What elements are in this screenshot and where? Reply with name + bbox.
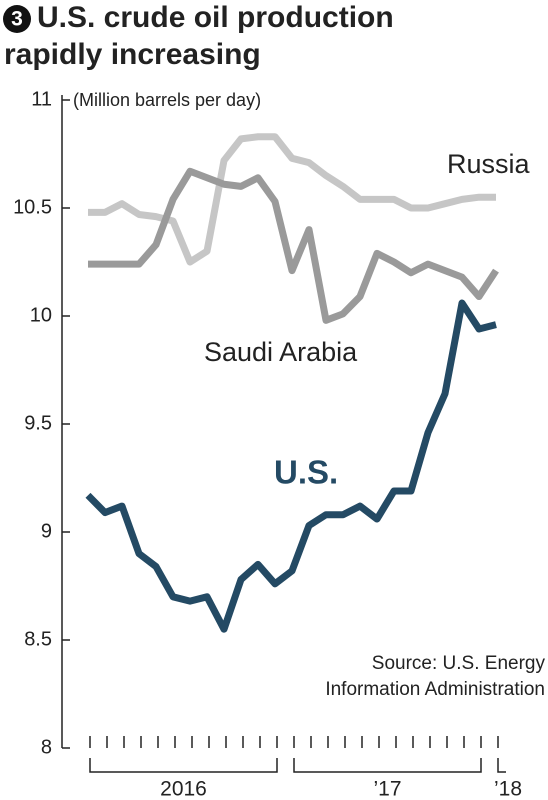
y-tick-label: 11 [31,88,52,110]
x-group-label: ’18 [494,778,522,800]
y-tick-label: 10.5 [13,196,52,218]
line [88,133,496,266]
source: Information Administration [325,679,545,700]
x-group-bracket [293,758,482,773]
chart-title: rapidly increasing [4,38,261,71]
series-label: Saudi Arabia [204,337,358,367]
chart-title: U.S. crude oil production [37,1,394,34]
series-label: Russia [447,149,531,179]
y-tick-label: 8.5 [24,628,52,650]
y-tick-label: 9 [41,520,52,542]
number: 3 [11,8,23,31]
series-label: U.S. [274,454,338,491]
source: Source: U.S. Energy [372,653,546,674]
line [88,167,499,324]
y-tick-label: 10 [30,304,52,326]
number-badge [3,5,31,33]
x-group-bracket [89,758,278,773]
y-tick-label: 8 [41,736,52,758]
x-group-label: 2016 [160,778,207,800]
x-group-bracket [497,758,506,773]
line [85,299,497,633]
x-group-label: ’17 [373,778,401,800]
y-tick-label: 9.5 [24,412,52,434]
y-axis-label: (Million barrels per day) [73,90,261,110]
